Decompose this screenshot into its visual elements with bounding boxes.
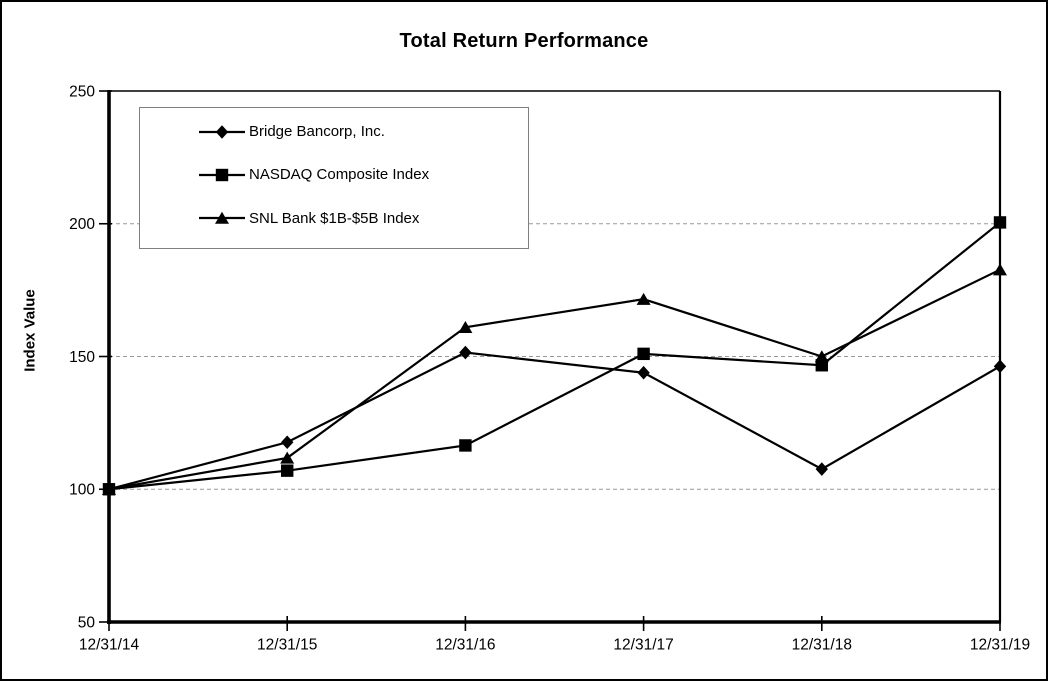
data-point-diamond	[637, 365, 650, 380]
data-point-triangle	[458, 320, 473, 333]
data-point-square	[281, 464, 294, 477]
data-point-triangle	[280, 451, 295, 464]
x-tick-label: 12/31/17	[613, 636, 673, 653]
series-line	[108, 268, 1001, 491]
data-point-triangle	[215, 212, 229, 225]
y-tick-label: 100	[69, 482, 95, 499]
data-point-diamond	[281, 435, 294, 450]
legend-label: Bridge Bancorp, Inc.	[249, 123, 385, 141]
x-tick-label: 12/31/19	[970, 636, 1030, 653]
x-tick-label: 12/31/16	[435, 636, 495, 653]
data-point-square	[993, 216, 1007, 229]
legend-item: Bridge Bancorp, Inc.	[199, 118, 528, 145]
legend-item: NASDAQ Composite Index	[199, 161, 528, 188]
y-tick-label: 150	[69, 349, 95, 366]
data-point-square	[637, 347, 650, 361]
legend-marker-square-icon	[199, 168, 245, 182]
y-tick-label: 250	[69, 83, 95, 100]
legend-item: SNL Bank $1B-$5B Index	[199, 205, 528, 232]
data-point-diamond	[459, 345, 472, 360]
chart-title: Total Return Performance	[399, 30, 649, 52]
chart-legend: Bridge Bancorp, Inc. NASDAQ Composite In…	[139, 107, 529, 249]
data-point-diamond	[215, 124, 229, 139]
legend-label: SNL Bank $1B-$5B Index	[249, 209, 420, 227]
data-point-square	[459, 439, 472, 452]
data-point-triangle	[102, 482, 116, 495]
x-tick-label: 12/31/14	[79, 636, 140, 653]
series-line	[108, 351, 1001, 491]
series-line	[108, 221, 1001, 491]
data-point-triangle	[636, 292, 651, 305]
legend-marker-diamond-icon	[199, 124, 245, 139]
x-tick-label: 12/31/15	[257, 636, 317, 653]
data-point-square	[215, 168, 229, 182]
legend-marker-triangle-icon	[199, 212, 245, 225]
data-point-diamond	[815, 462, 828, 476]
data-point-triangle	[814, 350, 829, 363]
data-point-diamond	[993, 359, 1007, 374]
x-tick-label: 12/31/18	[792, 636, 852, 653]
legend-label: NASDAQ Composite Index	[249, 166, 430, 184]
y-tick-label: 50	[78, 614, 96, 631]
data-point-triangle	[993, 263, 1007, 276]
y-tick-label: 200	[69, 216, 95, 233]
